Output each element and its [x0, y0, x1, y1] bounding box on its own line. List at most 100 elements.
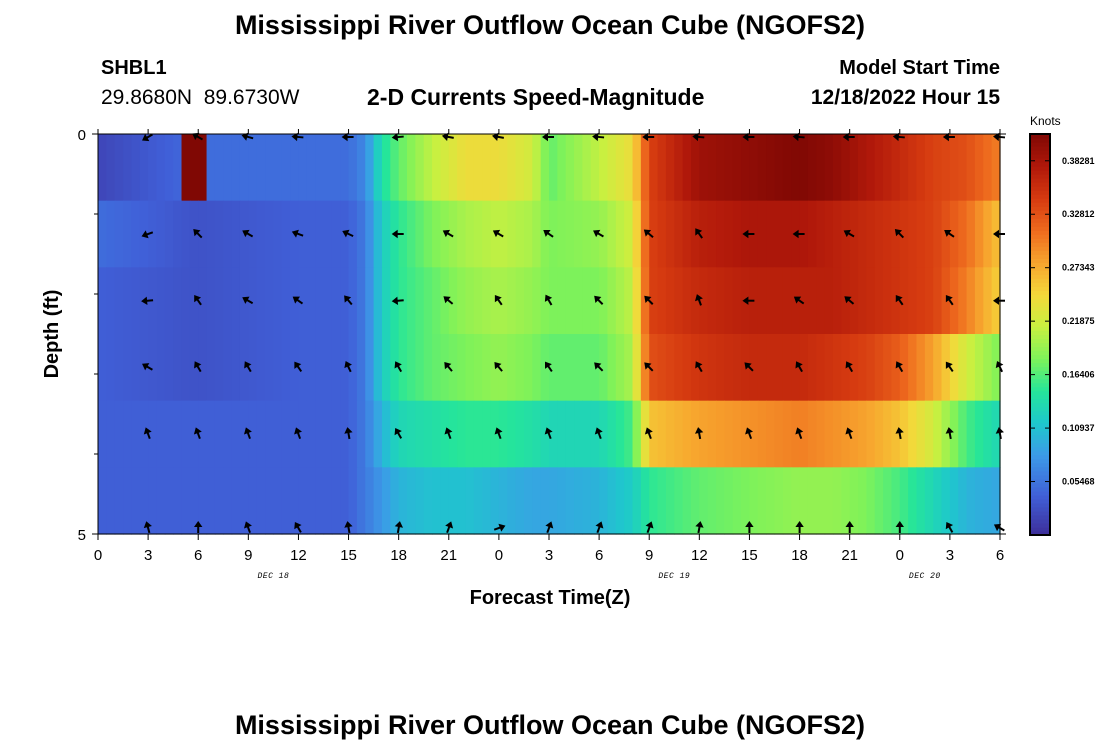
heatmap-cell [799, 134, 809, 202]
heatmap-cell [791, 467, 801, 535]
heatmap-cell [674, 134, 684, 202]
y-axis-label: Depth (ft) [41, 290, 63, 379]
heatmap-cell [206, 467, 216, 535]
current-arrow [394, 427, 403, 439]
heatmap-cell [899, 267, 909, 335]
heatmap-cell [198, 467, 208, 535]
heatmap-cell [757, 467, 767, 535]
heatmap-cell [98, 200, 107, 268]
heatmap-cell [983, 400, 993, 468]
heatmap-cell [123, 334, 133, 402]
heatmap-cell [490, 467, 500, 535]
heatmap-cell [281, 334, 291, 402]
heatmap-cell [557, 267, 567, 335]
heatmap-cell [432, 267, 442, 335]
current-arrow [394, 521, 404, 534]
current-arrow [592, 132, 605, 142]
colorbar-swatch [1030, 334, 1050, 340]
heatmap-cell [974, 400, 984, 468]
heatmap-cell [273, 200, 283, 268]
heatmap-cell [782, 200, 792, 268]
heatmap-cell [649, 467, 659, 535]
current-arrow [695, 521, 704, 534]
heatmap-cell [98, 400, 107, 468]
heatmap-cell [532, 334, 542, 402]
current-arrow [244, 427, 252, 440]
heatmap-cell [924, 400, 934, 468]
heatmap-cell [983, 467, 993, 535]
heatmap-cell [933, 334, 943, 402]
heatmap-cell [816, 267, 826, 335]
heatmap-cell [858, 400, 867, 468]
heatmap-cell [423, 134, 433, 202]
heatmap-cell [123, 267, 133, 335]
heatmap-cell [482, 267, 492, 335]
heatmap-cell [674, 334, 684, 402]
heatmap-cell [874, 267, 884, 335]
plot-subtitle: 2-D Currents Speed-Magnitude [367, 84, 705, 110]
colorbar-swatch [1030, 310, 1050, 316]
x-tick-label: 9 [244, 547, 252, 564]
heatmap-cell [231, 334, 241, 402]
heatmap-cell [841, 134, 851, 202]
heatmap-cell [123, 467, 133, 535]
heatmap-cell [381, 134, 391, 202]
colorbar-swatch [1030, 278, 1050, 283]
heatmap-cell [724, 400, 734, 468]
colorbar-swatch [1030, 318, 1050, 324]
heatmap-cell [624, 200, 634, 268]
heatmap-cell [774, 134, 784, 202]
colorbar-swatch [1030, 142, 1050, 147]
current-arrow [344, 360, 352, 373]
heatmap-cell [966, 467, 976, 535]
heatmap-cell [273, 400, 283, 468]
heatmap-cell [131, 200, 141, 268]
heatmap-cell [983, 200, 993, 268]
heatmap-cell [874, 334, 884, 402]
colorbar-swatch [1030, 374, 1050, 380]
current-arrow [192, 132, 204, 141]
heatmap-cell [256, 334, 266, 402]
heatmap-cell [824, 267, 834, 335]
heatmap-cell [657, 134, 667, 202]
heatmap-cell [557, 467, 567, 535]
heatmap-cell [281, 400, 291, 468]
heatmap-cell [824, 200, 834, 268]
heatmap-cell [106, 267, 116, 335]
colorbar-swatch [1030, 290, 1050, 295]
heatmap-cell [782, 267, 792, 335]
heatmap-cell [281, 134, 291, 202]
current-arrow [795, 361, 803, 373]
colorbar-swatch [1030, 222, 1050, 227]
heatmap-cell [540, 467, 550, 535]
heatmap-cell [866, 267, 876, 335]
current-arrow [793, 296, 805, 305]
heatmap-cell [858, 334, 867, 402]
heatmap-cell [482, 467, 492, 535]
heatmap-cell [632, 267, 642, 335]
heatmap-cell [381, 267, 391, 335]
heatmap-cell [231, 134, 241, 202]
heatmap-cell [716, 467, 725, 535]
heatmap-cell [198, 200, 208, 268]
heatmap-cell [549, 267, 558, 335]
heatmap-cell [624, 334, 634, 402]
current-arrow [494, 361, 503, 372]
heatmap-cell [465, 200, 475, 268]
heatmap-cell [457, 267, 467, 335]
heatmap-cell [114, 400, 124, 468]
x-tick-label: 3 [545, 547, 553, 564]
heatmap-cell [473, 134, 483, 202]
current-arrow [745, 521, 754, 533]
heatmap-cell [306, 267, 316, 335]
heatmap-cell [223, 134, 233, 202]
heatmap-cell [106, 400, 116, 468]
heatmap-cell [974, 200, 984, 268]
station-id: SHBL1 [101, 57, 167, 79]
heatmap-cell [682, 134, 692, 202]
colorbar-swatch [1030, 506, 1050, 512]
current-arrow [342, 229, 354, 238]
heatmap-cell [849, 200, 859, 268]
heatmap-cell [273, 467, 283, 535]
heatmap-cell [373, 334, 383, 402]
